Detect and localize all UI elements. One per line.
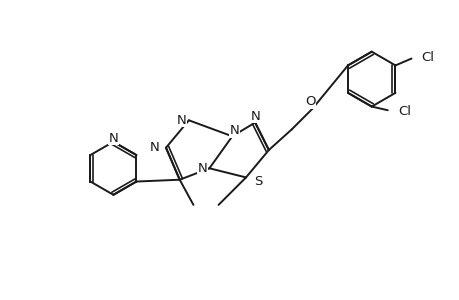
Text: N: N: [197, 162, 207, 175]
Text: N: N: [176, 114, 186, 127]
Text: N: N: [150, 141, 159, 154]
Text: Cl: Cl: [420, 51, 434, 64]
Text: Cl: Cl: [397, 105, 410, 118]
Text: N: N: [229, 124, 239, 137]
Text: O: O: [304, 95, 314, 109]
Text: N: N: [250, 110, 259, 123]
Text: N: N: [108, 132, 118, 145]
Text: S: S: [254, 175, 262, 188]
